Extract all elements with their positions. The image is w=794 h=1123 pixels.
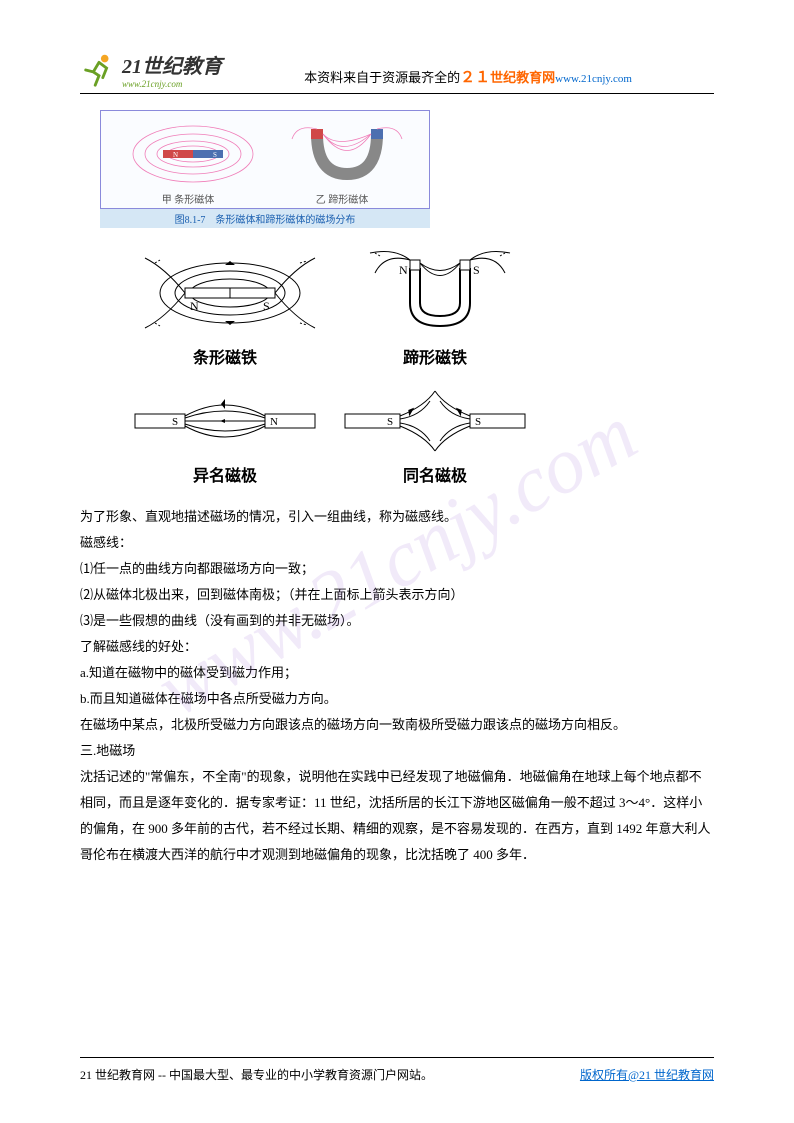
page-footer: 21 世纪教育网 -- 中国最大型、最专业的中小学教育资源门户网站。 版权所有@… bbox=[80, 1057, 714, 1083]
title-prefix: 本资料来自于资源最齐全的 bbox=[304, 70, 460, 85]
svg-text:N: N bbox=[399, 263, 408, 277]
horseshoe-magnet-color-icon bbox=[287, 119, 407, 189]
runner-icon bbox=[80, 51, 118, 89]
body-text: 为了形象、直观地描述磁场的情况，引入一组曲线，称为磁感线。 磁感线： ⑴任一点的… bbox=[80, 504, 714, 868]
para: a.知道在磁物中的磁体受到磁力作用； bbox=[80, 660, 714, 686]
svg-text:S: S bbox=[387, 416, 393, 428]
fig-right-label: 乙 蹄形磁体 bbox=[316, 191, 369, 206]
header-title: 本资料来自于资源最齐全的２１世纪教育网www.21cnjy.com bbox=[222, 66, 714, 89]
para: 磁感线： bbox=[80, 530, 714, 556]
title-suffix: 世纪教育网 bbox=[490, 70, 555, 85]
svg-text:N: N bbox=[270, 416, 278, 428]
para: ⑵从磁体北极出来，回到磁体南极；（并在上面标上箭头表示方向） bbox=[80, 582, 714, 608]
para: 三.地磁场 bbox=[80, 738, 714, 764]
footer-right: 版权所有@21 世纪教育网 bbox=[580, 1066, 714, 1083]
svg-text:S: S bbox=[473, 263, 480, 277]
logo-sub-text: www.21cnjy.com bbox=[122, 79, 222, 89]
para: 了解磁感线的好处： bbox=[80, 634, 714, 660]
para: b.而且知道磁体在磁场中各点所受磁力方向。 bbox=[80, 686, 714, 712]
footer-left: 21 世纪教育网 -- 中国最大型、最专业的中小学教育资源门户网站。 bbox=[80, 1066, 433, 1083]
label-bar: 条形磁铁 bbox=[193, 344, 257, 368]
logo-main-text: 21世纪教育 bbox=[122, 50, 222, 79]
bar-magnet-bw-icon: N S bbox=[135, 248, 325, 338]
svg-text:S: S bbox=[213, 151, 217, 159]
svg-text:N: N bbox=[173, 151, 178, 159]
para: 为了形象、直观地描述磁场的情况，引入一组曲线，称为磁感线。 bbox=[80, 504, 714, 530]
svg-text:N: N bbox=[190, 299, 199, 313]
figure-bw-magnets: N S N S 条形磁铁 蹄形磁铁 bbox=[120, 248, 540, 486]
svg-text:S: S bbox=[263, 299, 270, 313]
svg-text:S: S bbox=[475, 416, 481, 428]
title-url: www.21cnjy.com bbox=[555, 73, 632, 85]
para: ⑴任一点的曲线方向都跟磁场方向一致； bbox=[80, 556, 714, 582]
fig-main-caption: 图8.1-7 条形磁体和蹄形磁体的磁场分布 bbox=[100, 209, 430, 228]
para: 沈括记述的"常偏东，不全南"的现象，说明他在实践中已经发现了地磁偏角．地磁偏角在… bbox=[80, 764, 714, 868]
fig-left-label: 甲 条形磁体 bbox=[162, 191, 215, 206]
page-header: 21世纪教育 www.21cnjy.com 本资料来自于资源最齐全的２１世纪教育… bbox=[80, 50, 714, 94]
label-like: 同名磁极 bbox=[403, 462, 467, 486]
horseshoe-magnet-bw-icon: N S bbox=[355, 248, 525, 338]
like-poles-icon: S S bbox=[340, 386, 530, 456]
label-unlike: 异名磁极 bbox=[193, 462, 257, 486]
bar-magnet-color-icon: N S bbox=[123, 119, 263, 189]
title-highlight: ２１ bbox=[460, 70, 490, 86]
para: ⑶是一些假想的曲线（没有画到的并非无磁场）。 bbox=[80, 608, 714, 634]
unlike-poles-icon: S N bbox=[130, 386, 320, 456]
label-horseshoe: 蹄形磁铁 bbox=[403, 344, 467, 368]
figure-color-magnets: N S 甲 条形磁体 乙 蹄形磁体 图8.1-7 条形磁体和蹄形磁体的磁场分布 bbox=[100, 110, 714, 228]
logo: 21世纪教育 www.21cnjy.com bbox=[80, 50, 222, 89]
para: 在磁场中某点，北极所受磁力方向跟该点的磁场方向一致南极所受磁力跟该点的磁场方向相… bbox=[80, 712, 714, 738]
svg-text:S: S bbox=[172, 416, 178, 428]
